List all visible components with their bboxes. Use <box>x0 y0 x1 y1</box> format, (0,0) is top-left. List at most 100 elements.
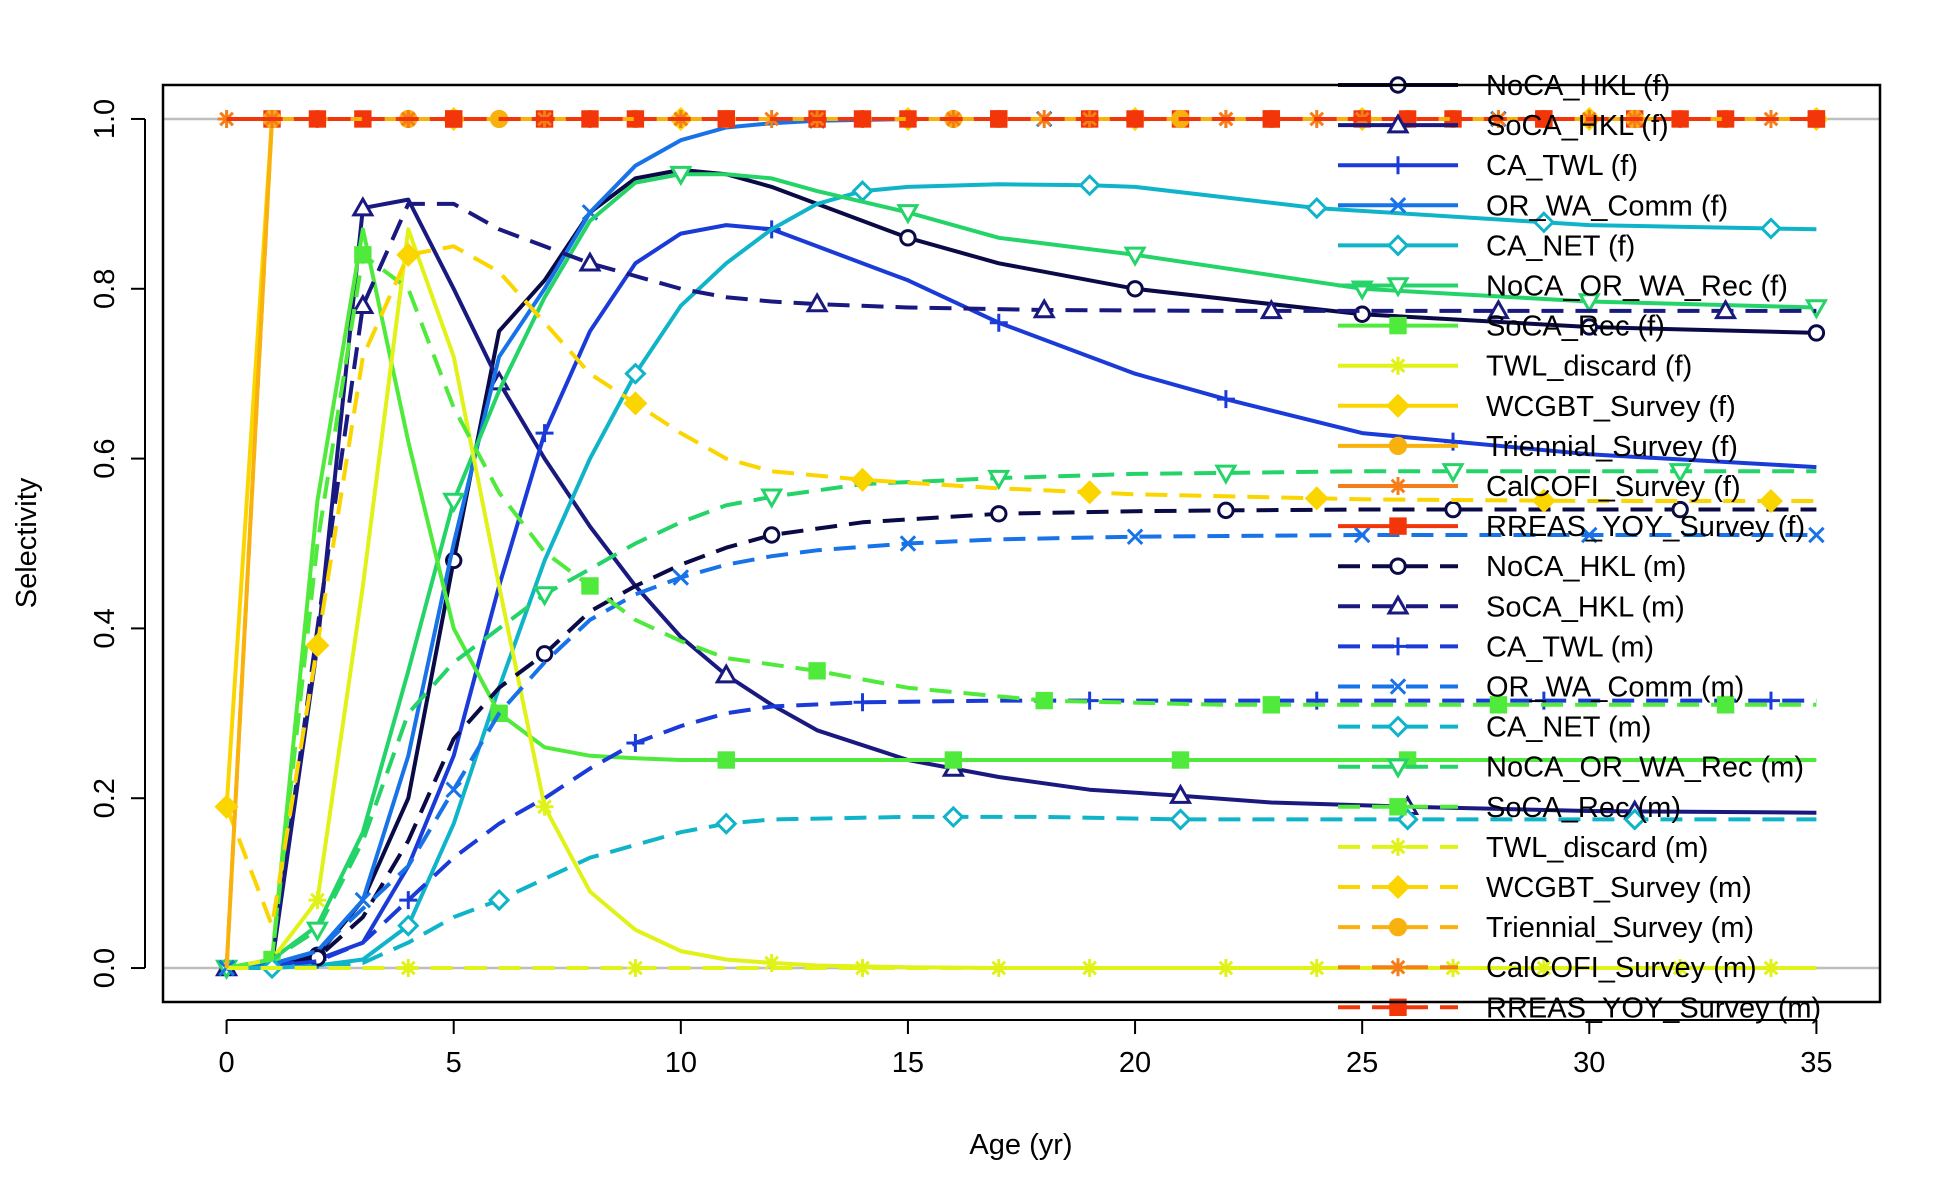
data-point <box>990 110 1008 128</box>
data-point <box>1623 808 1646 831</box>
legend-entry: SoCA_HKL (m) <box>1338 591 1685 623</box>
data-point <box>626 959 645 978</box>
data-point <box>853 110 872 128</box>
data-point <box>1444 500 1462 519</box>
data-point <box>399 891 418 910</box>
data-point <box>623 391 648 416</box>
series <box>226 805 1817 980</box>
legend-label: SoCA_HKL (m) <box>1486 591 1685 623</box>
data-point <box>1171 751 1190 769</box>
data-point <box>853 959 872 978</box>
series <box>226 691 1817 970</box>
legend-swatch-marker <box>1389 316 1407 335</box>
data-point <box>1123 246 1147 267</box>
series <box>226 959 1817 978</box>
data-point <box>942 805 965 829</box>
legend-swatch-marker <box>1389 998 1407 1016</box>
legend-label: CA_NET (f) <box>1486 230 1635 262</box>
data-point <box>850 467 875 492</box>
data-point <box>989 959 1008 978</box>
data-point <box>1671 959 1690 978</box>
legend-entry: CA_TWL (m) <box>1338 631 1654 663</box>
legend-label: CA_TWL (f) <box>1486 150 1638 182</box>
data-point <box>445 110 463 128</box>
x-tick-label: 35 <box>1800 1047 1832 1079</box>
data-point <box>1577 293 1601 314</box>
data-point <box>1808 526 1825 544</box>
legend-label: NoCA_OR_WA_Rec (m) <box>1486 752 1804 784</box>
legend-swatch-marker <box>1386 594 1410 615</box>
data-point <box>1080 959 1099 978</box>
data-point <box>987 469 1011 491</box>
legend-swatch-marker <box>1389 958 1407 977</box>
legend: NoCA_HKL (f)SoCA_HKL (f)CA_TWL (f)OR_WA_… <box>1338 70 1821 1024</box>
data-point <box>1804 299 1828 320</box>
data-point <box>354 246 372 264</box>
series <box>226 227 1817 970</box>
y-tick-label: 0.8 <box>89 269 121 309</box>
data-point <box>488 888 511 912</box>
data-point <box>1035 691 1053 710</box>
x-tick-label: 10 <box>665 1047 697 1079</box>
data-point <box>217 109 236 128</box>
legend-swatch-marker <box>1389 517 1407 535</box>
x-tick-label: 15 <box>892 1047 924 1079</box>
legend-swatch-marker <box>1389 678 1407 695</box>
series <box>214 242 1817 928</box>
series <box>218 526 1825 977</box>
legend-swatch-marker <box>1389 798 1407 816</box>
data-point <box>1217 501 1235 520</box>
data-point <box>762 526 781 544</box>
legend-entry: TWL_discard (f) <box>1338 351 1692 383</box>
legend-swatch-marker <box>1389 156 1407 175</box>
legend-label: WCGBT_Survey (f) <box>1486 391 1736 423</box>
data-point <box>717 110 735 128</box>
legend-entry: OR_WA_Comm (f) <box>1338 190 1728 222</box>
data-point <box>1671 500 1689 519</box>
data-point <box>1713 298 1738 320</box>
legend-label: SoCA_Rec (m) <box>1486 792 1681 824</box>
series <box>226 246 1817 970</box>
y-tick-label: 0.0 <box>89 948 121 988</box>
y-tick-label: 0.4 <box>89 608 121 648</box>
data-point <box>1305 196 1328 220</box>
data-point <box>1486 298 1511 320</box>
data-point <box>354 891 372 909</box>
legend-swatch-marker <box>1389 477 1407 495</box>
legend-entry: SoCA_Rec (f) <box>1338 311 1665 343</box>
series-line <box>226 172 1817 970</box>
series <box>226 500 1817 970</box>
legend-swatch-marker <box>1389 557 1407 575</box>
data-point <box>535 645 554 663</box>
legend-label: CalCOFI_Survey (m) <box>1486 952 1757 984</box>
x-tick-label: 0 <box>219 1047 235 1079</box>
axes: 0 5 10 15 20 25 30 35 0.0 0.2 0.4 0.6 0.8 1.0 <box>89 99 1833 1079</box>
data-point <box>1531 488 1556 513</box>
legend-entry: OR_WA_Comm (m) <box>1338 672 1744 704</box>
y-tick-label: 1.0 <box>89 99 121 139</box>
data-point <box>715 812 738 835</box>
data-point <box>1761 959 1780 978</box>
data-point <box>717 751 735 769</box>
data-point <box>397 914 420 937</box>
data-point <box>1078 174 1101 197</box>
data-point <box>305 921 330 942</box>
data-point <box>445 781 462 798</box>
legend-label: NoCA_OR_WA_Rec (f) <box>1486 271 1788 303</box>
legend-entry: NoCA_OR_WA_Rec (f) <box>1338 271 1788 303</box>
legend-swatch-marker <box>1386 715 1410 738</box>
data-point <box>626 734 645 753</box>
x-tick-label: 20 <box>1119 1047 1151 1079</box>
legend-swatch-marker <box>1388 917 1408 937</box>
legend-entry: Triennial_Survey (f) <box>1338 431 1738 463</box>
legend-swatch-marker <box>1385 393 1411 418</box>
legend-swatch-marker <box>1386 277 1410 298</box>
series-line <box>226 167 1817 970</box>
data-point <box>1807 110 1826 128</box>
data-point <box>1032 297 1056 319</box>
data-point <box>1671 110 1689 128</box>
data-point <box>990 505 1008 523</box>
data-point <box>760 488 784 509</box>
legend-swatch-marker <box>1386 234 1410 257</box>
data-point <box>1761 691 1780 710</box>
